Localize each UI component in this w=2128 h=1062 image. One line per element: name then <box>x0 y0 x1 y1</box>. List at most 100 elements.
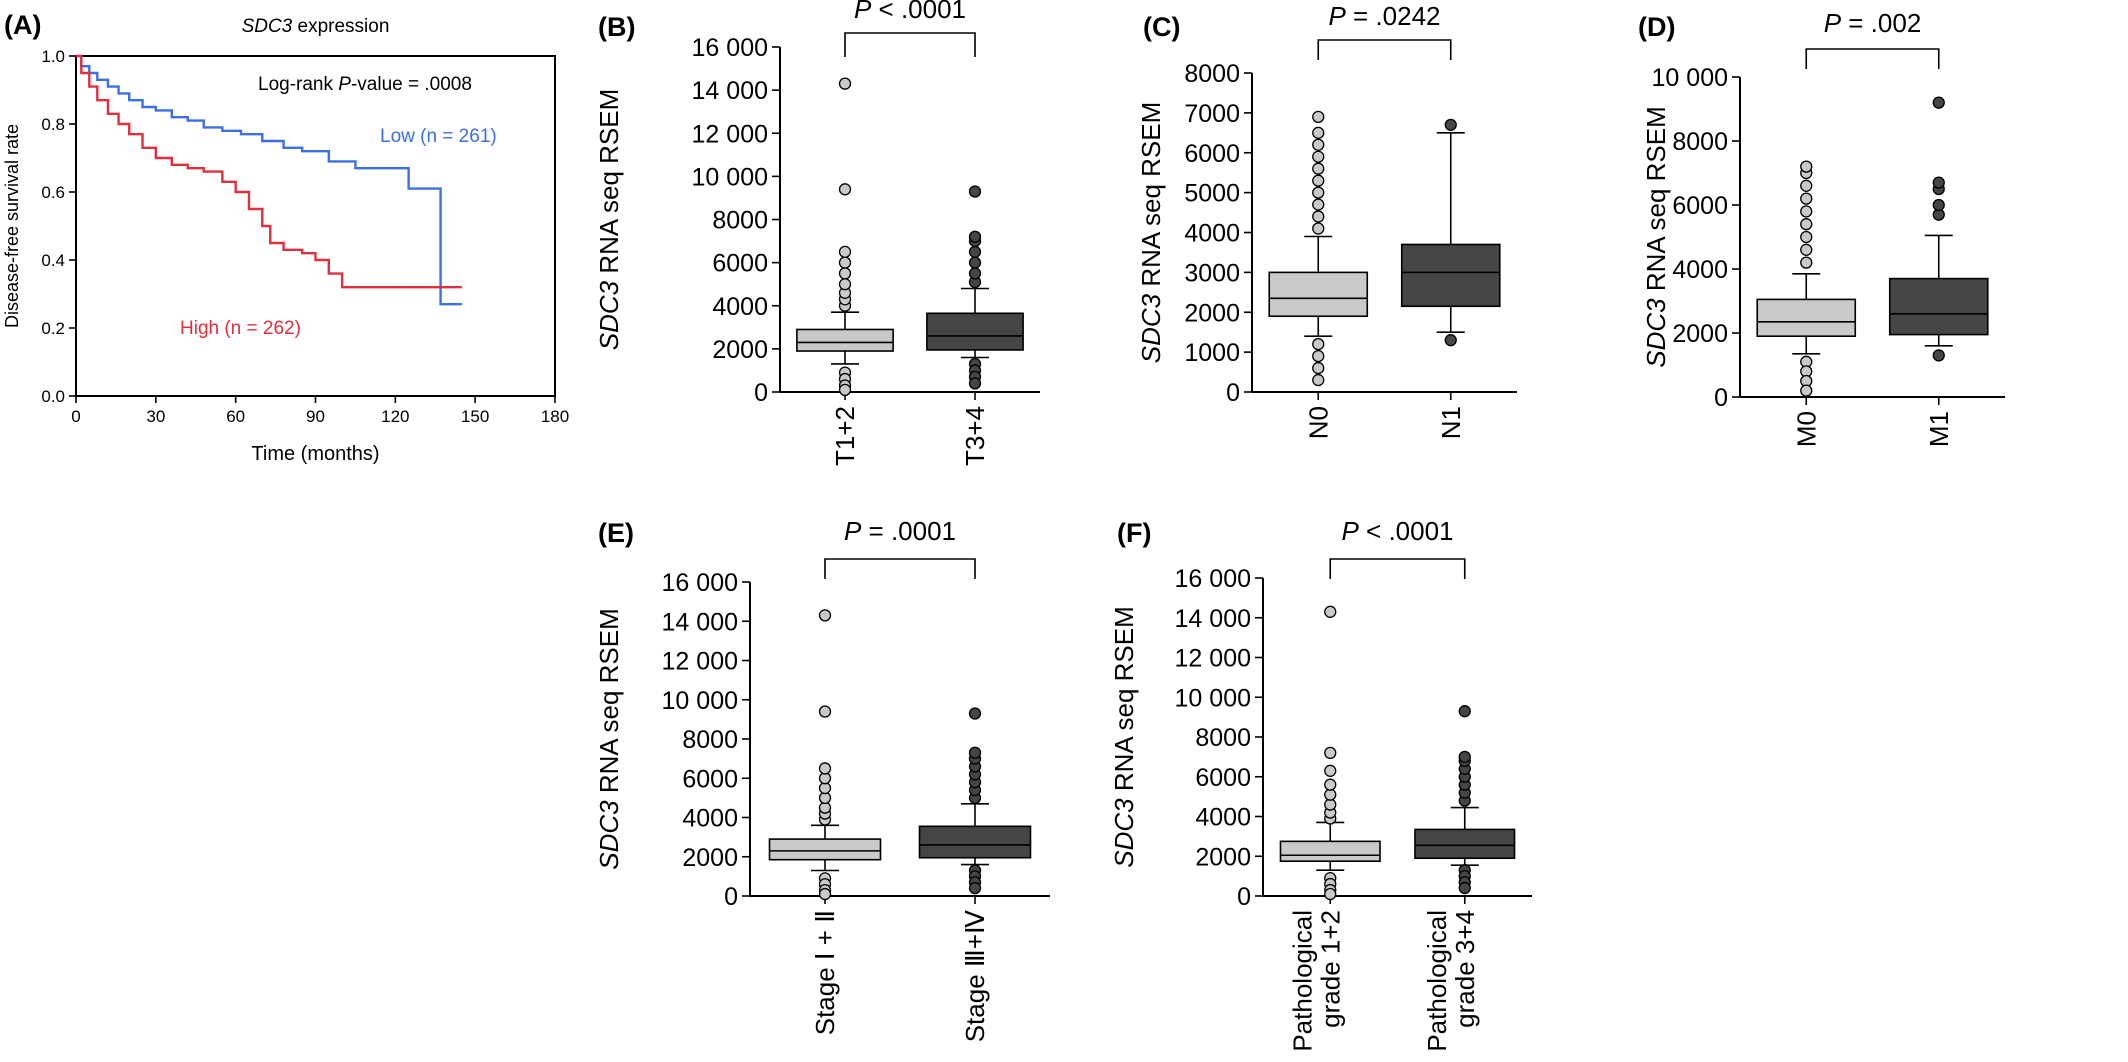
outlier-point <box>838 245 852 258</box>
panel-label: (F) <box>1117 518 1151 548</box>
y-tick-label: 12 000 <box>1175 645 1251 673</box>
y-tick-label: 16 000 <box>662 569 738 597</box>
p-value-label: P < .0001 <box>1341 516 1453 546</box>
outlier-point <box>1932 198 1945 212</box>
box-2 <box>918 825 1032 859</box>
y-tick-label: 2000 <box>682 844 738 872</box>
outlier-point <box>838 278 852 291</box>
panel-label: (C) <box>1143 12 1180 42</box>
y-tick-label: 8000 <box>682 726 738 754</box>
outlier-point <box>1800 192 1813 205</box>
outlier-point <box>1800 205 1813 218</box>
outlier-point <box>1312 110 1325 124</box>
x-tick-label: N1 <box>1436 406 1466 439</box>
outlier-point <box>1800 230 1813 244</box>
outlier-point <box>838 183 852 196</box>
x-tick-label: 60 <box>226 407 245 426</box>
significance-bracket <box>824 558 976 579</box>
y-tick-label: 2000 <box>1184 299 1240 327</box>
y-tick-label: 2000 <box>1195 843 1251 871</box>
box-1 <box>768 838 882 861</box>
y-tick-label: 10 000 <box>692 163 768 191</box>
y-axis-title: SDC3 RNA seq RSEM <box>1641 106 1671 368</box>
panel-label: (A) <box>4 10 41 40</box>
outlier-point <box>968 882 982 895</box>
y-tick-label: 14 000 <box>692 77 768 105</box>
outlier-point <box>1932 176 1945 189</box>
outlier-point <box>838 267 852 280</box>
y-tick-label: 1.0 <box>41 47 65 66</box>
p-value-label: P = .0242 <box>1328 1 1440 31</box>
outlier-point <box>968 245 982 258</box>
outlier-point <box>1324 764 1337 777</box>
significance-bracket <box>1329 558 1466 579</box>
significance-bracket <box>1805 48 1940 69</box>
outlier-point <box>1312 138 1325 151</box>
outlier-point <box>818 609 832 622</box>
x-tick-label: M0 <box>1791 411 1821 447</box>
x-tick-label: 120 <box>381 407 409 426</box>
outlier-point <box>1312 222 1325 235</box>
panel-label: (B) <box>598 12 635 42</box>
box-panel-C: (C) 0 1000 2000 3000 4000 5000 6000 7000 8000 SDC3… <box>1136 1 1517 439</box>
outlier-point <box>1312 361 1325 375</box>
y-tick-label: 8000 <box>1184 60 1240 88</box>
box-panel-E: (E) 0 2000 4000 6000 8000 10 000 12 000 14 000 16… <box>594 516 1050 1042</box>
outlier-point <box>1800 384 1813 397</box>
y-tick-label: 2000 <box>1672 320 1728 348</box>
outlier-point <box>1324 605 1337 618</box>
box-1 <box>1756 298 1857 337</box>
y-tick-label: 0 <box>1237 883 1251 911</box>
outlier-point <box>1800 256 1813 269</box>
outlier-point <box>818 705 832 718</box>
outlier-point <box>968 230 982 243</box>
x-tick-label: 150 <box>461 407 489 426</box>
y-tick-label: 4000 <box>1672 256 1728 284</box>
outlier-point <box>1312 210 1325 223</box>
y-tick-label: 16 000 <box>692 34 768 62</box>
y-tick-label: 8000 <box>712 207 768 235</box>
y-tick-label: 10 000 <box>662 687 738 715</box>
outlier-point <box>968 185 982 198</box>
y-tick-label: 1000 <box>1184 339 1240 367</box>
y-axis-title: Disease-free survival rate <box>2 124 22 328</box>
chart-title: SDC3 expression <box>242 16 390 37</box>
y-tick-label: 16 000 <box>1175 565 1251 593</box>
y-tick-label: 6000 <box>1184 140 1240 168</box>
box-1 <box>1268 271 1369 318</box>
km-curve-low <box>76 54 462 306</box>
series-label-low: Low (n = 261) <box>380 126 497 147</box>
box-2 <box>926 312 1024 351</box>
y-axis-title: SDC3 RNA seq RSEM <box>1109 606 1139 868</box>
outlier-point <box>1312 337 1325 351</box>
outlier-point <box>1312 126 1325 139</box>
y-tick-label: 10 000 <box>1652 64 1728 92</box>
outlier-point <box>1458 705 1471 718</box>
y-axis-title: SDC3 RNA seq RSEM <box>594 89 624 351</box>
x-tick-label: grade 1+2 <box>1315 910 1345 1028</box>
y-tick-label: 7000 <box>1184 100 1240 128</box>
outlier-point <box>818 762 832 775</box>
box-2 <box>1888 277 1989 336</box>
panel-label: (D) <box>1638 12 1675 42</box>
x-tick-label: T3+4 <box>960 406 990 466</box>
outlier-point <box>838 77 852 90</box>
y-tick-label: 8000 <box>1672 128 1728 156</box>
y-tick-label: 0.4 <box>41 251 65 270</box>
y-tick-label: 12 000 <box>692 120 768 148</box>
outlier-point <box>1312 373 1325 387</box>
outlier-point <box>838 256 852 269</box>
y-tick-label: 4000 <box>712 293 768 321</box>
x-tick-label: N0 <box>1303 406 1333 439</box>
y-tick-label: 0 <box>724 883 738 911</box>
outlier-point <box>1800 243 1813 256</box>
outlier-point <box>1312 349 1325 363</box>
outlier-point <box>968 746 982 759</box>
y-tick-label: 0 <box>1226 379 1240 407</box>
x-tick-label: Pathological <box>1422 910 1452 1052</box>
outlier-point <box>1312 186 1325 199</box>
y-tick-label: 6000 <box>1195 764 1251 792</box>
box-panel-D: (D) 0 2000 4000 6000 8000 10 000 SDC3 RNA seq R… <box>1638 8 2005 447</box>
outlier-point <box>1800 218 1813 231</box>
